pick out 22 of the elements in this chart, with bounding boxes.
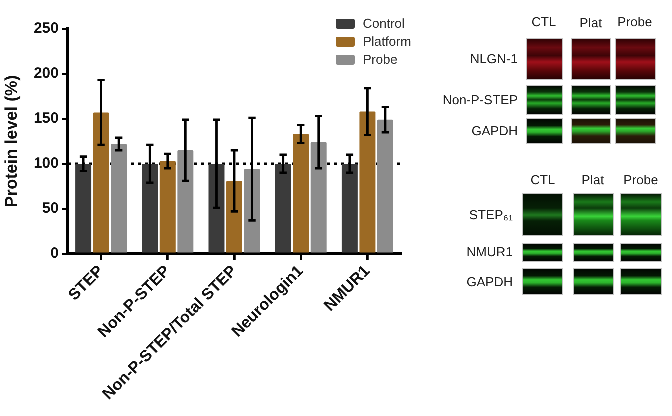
- y-tick-label: 50: [42, 200, 59, 218]
- text: GAPDH: [472, 124, 518, 138]
- text: Probe: [618, 14, 652, 30]
- text: GAPDH: [466, 274, 513, 290]
- text: NMUR1: [466, 244, 513, 260]
- y-tick-label: 0: [50, 245, 59, 262]
- y-axis-title: Protein level (%): [2, 75, 21, 208]
- y-tick-label: 250: [34, 20, 59, 38]
- legend-label: Probe: [363, 51, 398, 69]
- y-tick-label: 100: [34, 155, 59, 172]
- text: STEP₆₁: [469, 208, 513, 222]
- text: Plat: [582, 172, 604, 188]
- text: CTL: [530, 172, 556, 188]
- legend-label: Control: [363, 15, 405, 33]
- text: Plat: [580, 16, 602, 30]
- y-tick-label: 200: [34, 65, 59, 82]
- legend-label: Platform: [363, 33, 412, 51]
- text: NLGN-1: [470, 52, 518, 66]
- text: CTL: [532, 14, 556, 30]
- text: Non-P-STEP: [442, 92, 518, 108]
- y-tick-label: 150: [34, 110, 59, 128]
- text: Probe: [624, 172, 658, 188]
